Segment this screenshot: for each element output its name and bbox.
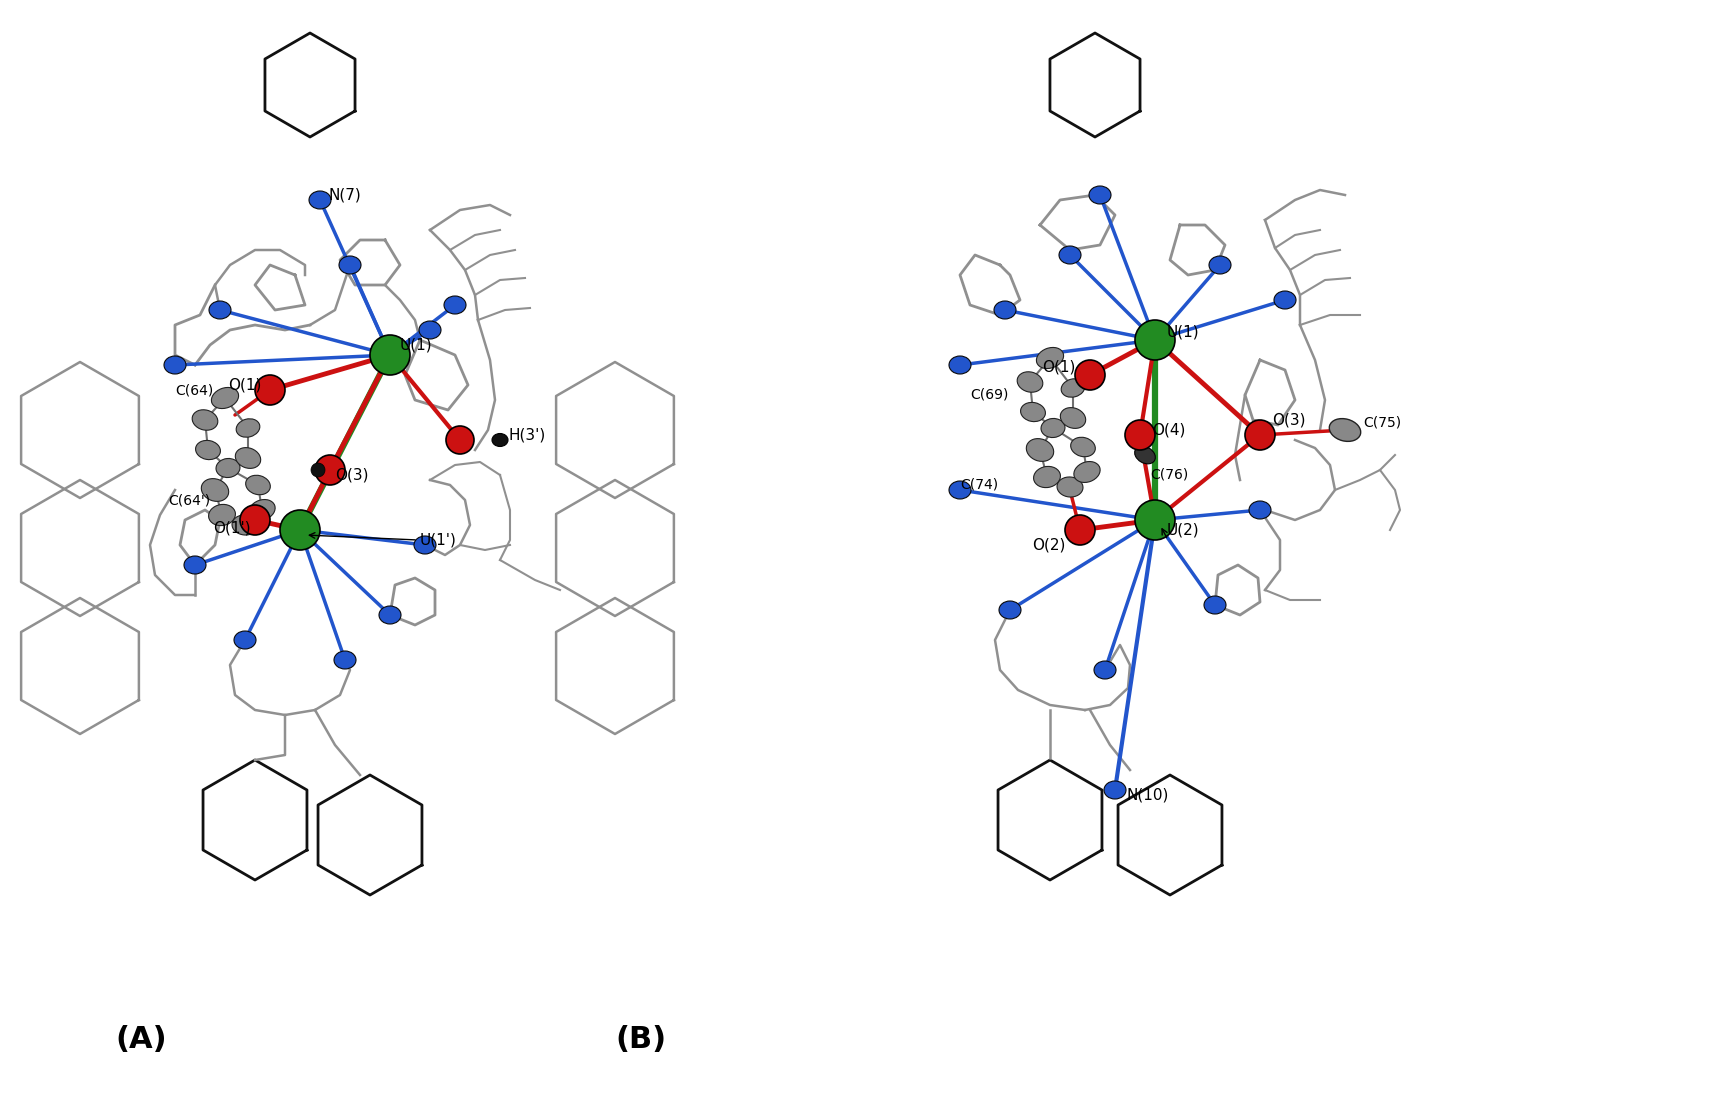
Ellipse shape [245,475,271,495]
Ellipse shape [1021,402,1045,422]
Ellipse shape [191,410,217,430]
Ellipse shape [492,433,507,446]
Text: O(1): O(1) [228,378,262,392]
Ellipse shape [235,631,255,649]
Ellipse shape [949,481,971,499]
Text: O(2): O(2) [1032,537,1066,552]
Text: O(4): O(4) [1152,422,1185,438]
Circle shape [1075,360,1106,390]
Text: (B): (B) [616,1025,666,1054]
Ellipse shape [1033,466,1061,487]
Ellipse shape [1057,477,1083,497]
Ellipse shape [1061,379,1085,397]
Ellipse shape [1061,408,1085,429]
Text: C(76): C(76) [1151,469,1189,482]
Circle shape [1064,515,1095,545]
Circle shape [240,505,271,535]
Ellipse shape [236,419,260,438]
Text: O(1'): O(1') [212,520,250,536]
Ellipse shape [340,256,361,274]
Text: U(1): U(1) [1168,325,1199,339]
Ellipse shape [209,504,235,526]
Ellipse shape [195,441,221,460]
Ellipse shape [419,320,442,339]
Ellipse shape [999,601,1021,619]
Circle shape [1135,499,1175,540]
Text: O(3): O(3) [335,467,369,483]
Circle shape [369,335,411,375]
Text: C(74): C(74) [961,478,999,492]
Ellipse shape [185,556,205,573]
Ellipse shape [1249,501,1271,519]
Text: (A): (A) [116,1025,167,1054]
Ellipse shape [1330,419,1361,441]
Ellipse shape [164,356,186,373]
Text: C(64): C(64) [174,383,214,397]
Ellipse shape [380,606,400,624]
Text: C(69): C(69) [969,388,1009,402]
Ellipse shape [1209,256,1232,274]
Ellipse shape [1059,246,1082,264]
Ellipse shape [235,448,260,469]
Ellipse shape [1204,596,1226,614]
Ellipse shape [1037,347,1064,369]
Ellipse shape [1018,371,1044,392]
Text: U(1'): U(1') [419,533,457,547]
Text: C(75): C(75) [1363,415,1401,429]
Text: O(1): O(1) [1042,359,1075,375]
Text: U(1): U(1) [400,337,433,352]
Ellipse shape [1104,781,1126,799]
Text: O(3): O(3) [1271,412,1306,428]
Ellipse shape [414,536,436,554]
Ellipse shape [1275,291,1295,309]
Circle shape [1125,420,1156,450]
Circle shape [316,455,345,485]
Ellipse shape [994,301,1016,319]
Ellipse shape [1040,419,1064,438]
Text: N(7): N(7) [328,188,361,202]
Circle shape [1135,320,1175,360]
Ellipse shape [202,478,229,502]
Circle shape [279,511,321,550]
Ellipse shape [216,459,240,477]
Ellipse shape [1075,462,1101,483]
Text: C(64'): C(64') [167,493,210,507]
Circle shape [310,463,324,477]
Ellipse shape [248,499,276,520]
Ellipse shape [1135,446,1156,464]
Text: N(10): N(10) [1126,788,1170,802]
Ellipse shape [949,356,971,373]
Ellipse shape [233,515,259,535]
Text: U(2): U(2) [1168,523,1199,537]
Circle shape [255,375,285,406]
Ellipse shape [335,651,355,669]
Circle shape [447,427,474,454]
Ellipse shape [1026,439,1054,462]
Ellipse shape [443,296,466,314]
Ellipse shape [212,388,238,409]
Ellipse shape [1088,186,1111,204]
Ellipse shape [209,301,231,319]
Text: H(3'): H(3') [507,428,545,442]
Ellipse shape [309,191,331,209]
Ellipse shape [1094,661,1116,678]
Ellipse shape [1071,438,1095,456]
Circle shape [1245,420,1275,450]
